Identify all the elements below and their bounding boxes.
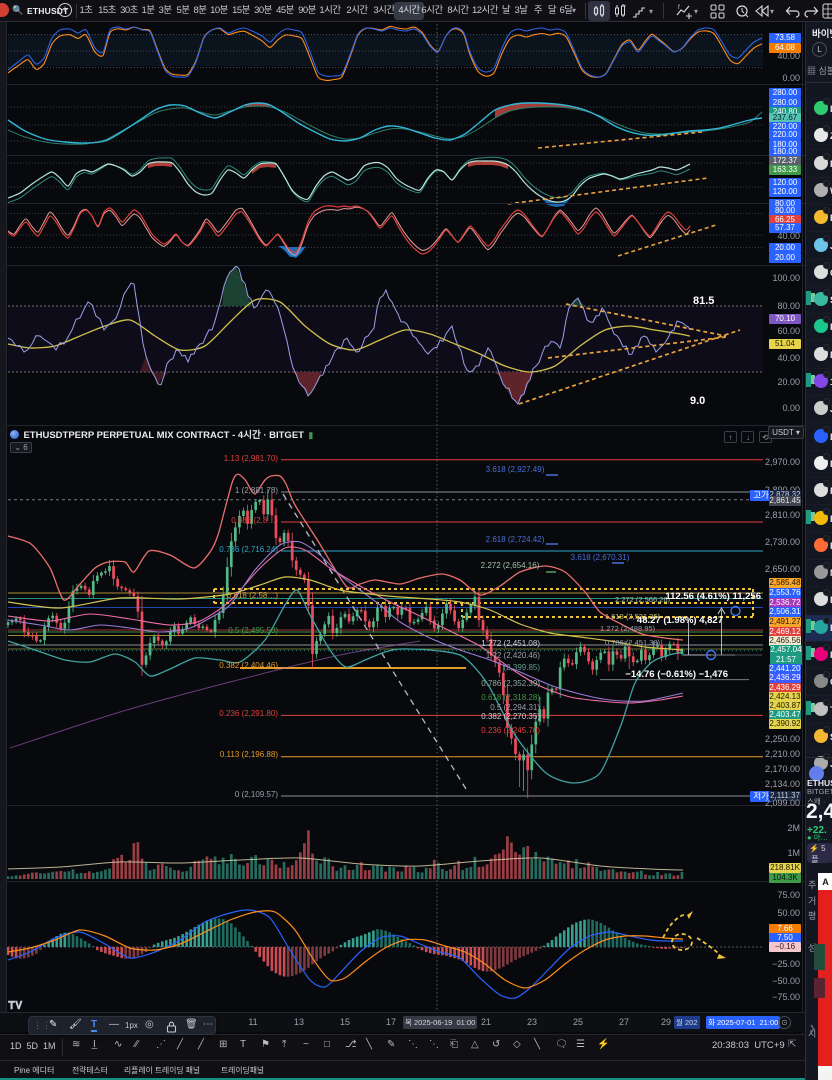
svg-text:f: f bbox=[678, 5, 680, 11]
svg-text:º: º bbox=[624, 4, 626, 10]
